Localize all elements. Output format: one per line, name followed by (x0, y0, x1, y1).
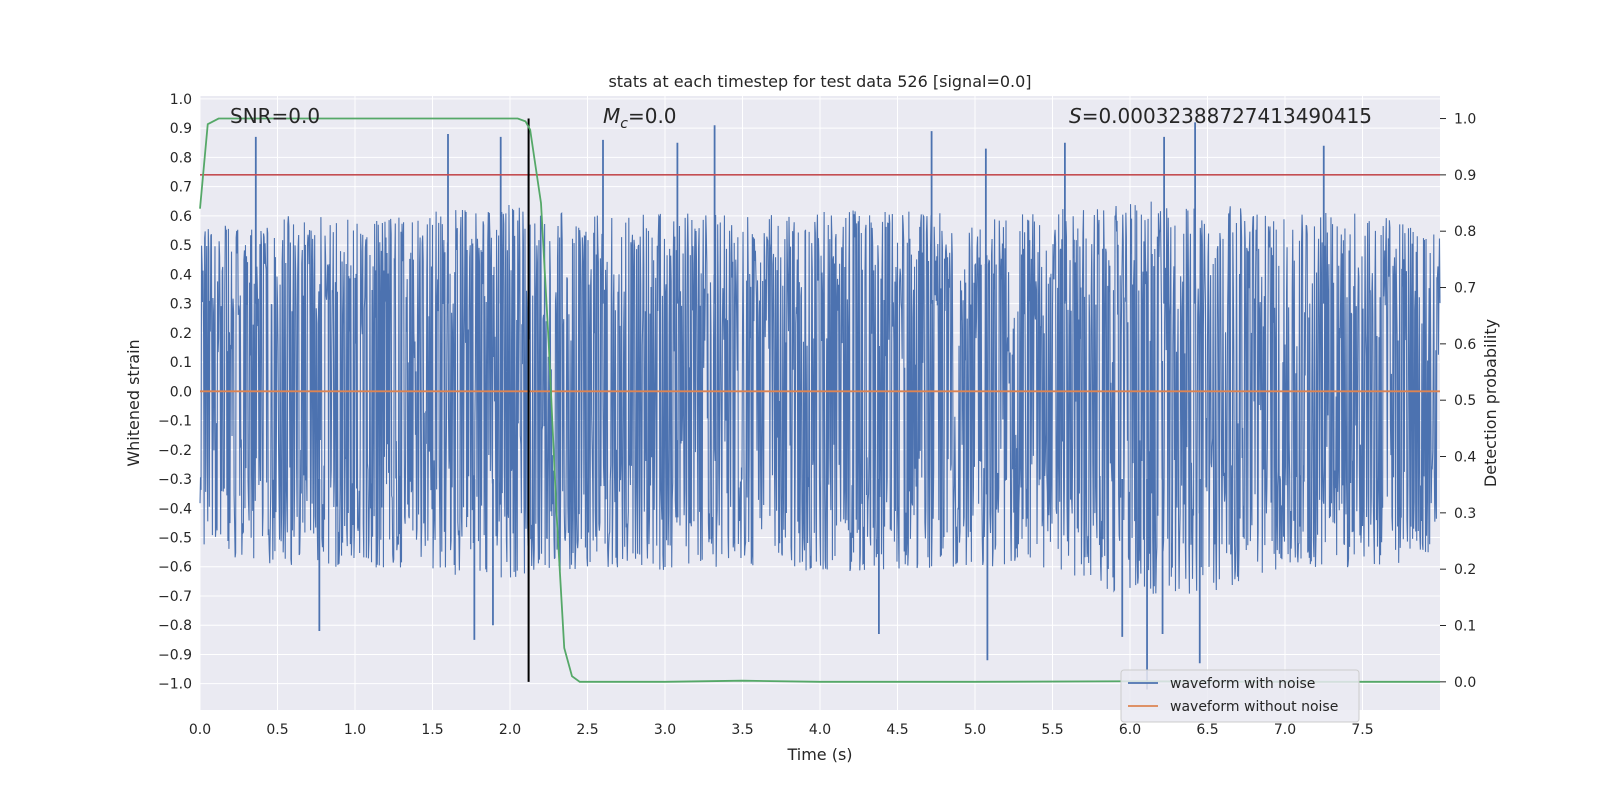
y-left-tick-label-15: −0.5 (158, 530, 192, 546)
x-tick-label-7: 3.5 (731, 722, 753, 738)
x-tick-label-15: 7.5 (1351, 722, 1373, 738)
x-tick-label-12: 6.0 (1119, 722, 1141, 738)
x-tick-label-5: 2.5 (576, 722, 598, 738)
y-left-tick-label-19: −0.9 (158, 647, 192, 663)
y-right-tick-label-10: 0.0 (1454, 675, 1476, 691)
y-left-tick-label-4: 0.6 (170, 209, 192, 225)
y-left-tick-label-14: −0.4 (158, 501, 192, 517)
y-axis-right-ticks: 1.0 0.9 0.8 0.7 0.6 0.5 0.4 0.3 0.2 0.1 0.0 (1440, 112, 1476, 691)
y-left-tick-label-16: −0.6 (158, 560, 192, 576)
y-left-tick-label-10: 0.0 (170, 384, 192, 400)
x-tick-label-13: 6.5 (1196, 722, 1218, 738)
legend-label-noise: waveform with noise (1170, 676, 1315, 692)
s-statistic-annotation: S=0.00032388727413490415 (1069, 104, 1372, 128)
y-right-tick-label-3: 0.7 (1454, 281, 1476, 297)
chirp-mass-subscript: c (620, 116, 628, 132)
y-axis-right-label: Detection probability (1481, 319, 1500, 487)
s-statistic-symbol: S (1069, 104, 1082, 128)
x-tick-label-6: 3.0 (654, 722, 676, 738)
y-left-tick-label-13: −0.3 (158, 472, 192, 488)
x-tick-label-3: 1.5 (421, 722, 443, 738)
chirp-mass-value: =0.0 (628, 104, 677, 128)
y-left-tick-label-2: 0.8 (170, 150, 192, 166)
y-left-tick-label-11: −0.1 (158, 414, 192, 430)
x-tick-label-8: 4.0 (809, 722, 831, 738)
y-right-tick-label-5: 0.5 (1454, 393, 1476, 409)
legend: waveform with noise waveform without noi… (1120, 669, 1360, 723)
y-right-tick-label-4: 0.6 (1454, 337, 1476, 353)
y-left-tick-label-5: 0.5 (170, 238, 192, 254)
y-left-tick-label-18: −0.8 (158, 618, 192, 634)
series-waveform-with-noise (199, 201, 1441, 594)
y-right-tick-label-6: 0.4 (1454, 450, 1476, 466)
y-left-tick-label-6: 0.4 (170, 267, 192, 283)
x-tick-label-4: 2.0 (499, 722, 521, 738)
x-tick-label-11: 5.5 (1041, 722, 1063, 738)
x-tick-label-1: 0.5 (266, 722, 288, 738)
x-tick-label-9: 4.5 (886, 722, 908, 738)
y-right-tick-label-7: 0.3 (1454, 506, 1476, 522)
y-right-tick-label-8: 0.2 (1454, 562, 1476, 578)
y-right-tick-label-0: 1.0 (1454, 112, 1476, 128)
x-tick-label-0: 0.0 (189, 722, 211, 738)
y-left-tick-label-8: 0.2 (170, 326, 192, 342)
y-left-tick-label-3: 0.7 (170, 180, 192, 196)
y-left-tick-label-9: 0.1 (170, 355, 192, 371)
y-left-tick-label-20: −1.0 (158, 677, 192, 693)
y-left-tick-label-1: 0.9 (170, 121, 192, 137)
y-left-tick-label-12: −0.2 (158, 443, 192, 459)
y-left-tick-label-7: 0.3 (170, 297, 192, 313)
series-detection-probability (199, 117, 1440, 683)
x-tick-label-2: 1.0 (344, 722, 366, 738)
y-right-tick-label-9: 0.1 (1454, 619, 1476, 635)
chirp-mass-annotation: Mc=0.0 (603, 104, 677, 132)
y-right-tick-label-1: 0.9 (1454, 168, 1476, 184)
y-axis-left-label: Whitened strain (124, 339, 143, 466)
s-statistic-value: =0.00032388727413490415 (1082, 104, 1372, 128)
x-axis-ticks: 0.0 0.5 1.0 1.5 2.0 2.5 3.0 3.5 4.0 4.5 5.0 5.5 6.0 6… (189, 722, 1374, 738)
y-axis-left-ticks: 1.0 0.9 0.8 0.7 0.6 0.5 0.4 0.3 0.2 0.1 0.0 −0.1 −0.… (158, 92, 192, 693)
x-tick-label-14: 7.0 (1274, 722, 1296, 738)
x-axis-label: Time (s) (786, 745, 852, 764)
overlay-lines (199, 117, 1440, 683)
legend-box (1120, 669, 1360, 723)
legend-label-clean: waveform without noise (1170, 699, 1338, 715)
y-right-tick-label-2: 0.8 (1454, 224, 1476, 240)
x-tick-label-10: 5.0 (964, 722, 986, 738)
snr-annotation: SNR=0.0 (230, 104, 320, 128)
chart-title: stats at each timestep for test data 526… (608, 72, 1031, 91)
y-left-tick-label-17: −0.7 (158, 589, 192, 605)
y-left-tick-label-0: 1.0 (170, 92, 192, 108)
chirp-mass-symbol: M (603, 104, 620, 128)
